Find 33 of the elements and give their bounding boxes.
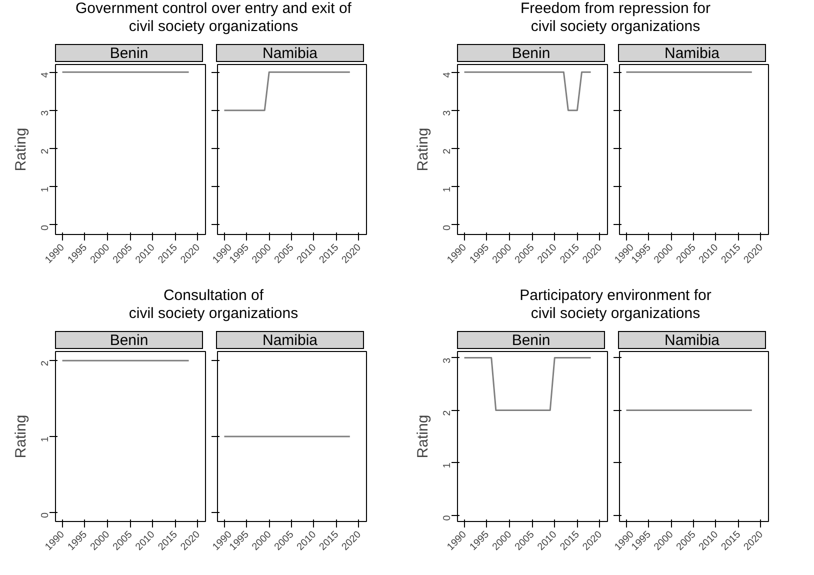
- y-tick-label: 1: [40, 186, 51, 192]
- y-tick-label: 0: [442, 224, 453, 231]
- y-tick-label: 2: [442, 410, 453, 416]
- chart-subtitle: Benin: [512, 45, 550, 63]
- y-tick-label: 1: [442, 462, 453, 468]
- y-axis-title: Rating: [12, 128, 30, 172]
- y-tick-label: 2: [442, 148, 453, 154]
- chart-title: Government control over entry and exit of civil society organizations: [76, 0, 352, 36]
- chart-title: Freedom from repression for civil society organizations: [520, 0, 711, 36]
- y-tick-label: 1: [40, 436, 51, 442]
- y-tick-label: 0: [442, 514, 453, 521]
- chart-subtitle: Benin: [512, 332, 550, 350]
- chart-title: Consultation of civil society organizations: [128, 287, 298, 323]
- chart-subtitle: Namibia: [262, 332, 318, 350]
- y-axis-title: Rating: [414, 414, 432, 458]
- y-tick-label: 4: [442, 72, 453, 78]
- y-tick-label: 3: [442, 110, 453, 116]
- chart-subtitle: Benin: [110, 332, 148, 350]
- y-tick-label: 2: [40, 148, 51, 154]
- y-tick-label: 3: [40, 110, 51, 116]
- chart-title: Participatory environment for civil society organizations: [520, 287, 712, 323]
- chart-subtitle: Namibia: [262, 45, 318, 63]
- y-tick-label: 1: [442, 186, 453, 192]
- y-axis-title: Rating: [12, 414, 30, 458]
- y-axis-title: Rating: [414, 128, 432, 172]
- y-tick-label: 2: [40, 360, 51, 366]
- chart-subtitle: Benin: [110, 45, 148, 63]
- chart-subtitle: Namibia: [664, 332, 720, 350]
- y-tick-label: 4: [40, 72, 51, 78]
- y-tick-label: 0: [40, 512, 51, 518]
- chart-subtitle: Namibia: [664, 45, 720, 63]
- y-tick-label: 3: [442, 357, 453, 364]
- y-tick-label: 0: [40, 224, 51, 231]
